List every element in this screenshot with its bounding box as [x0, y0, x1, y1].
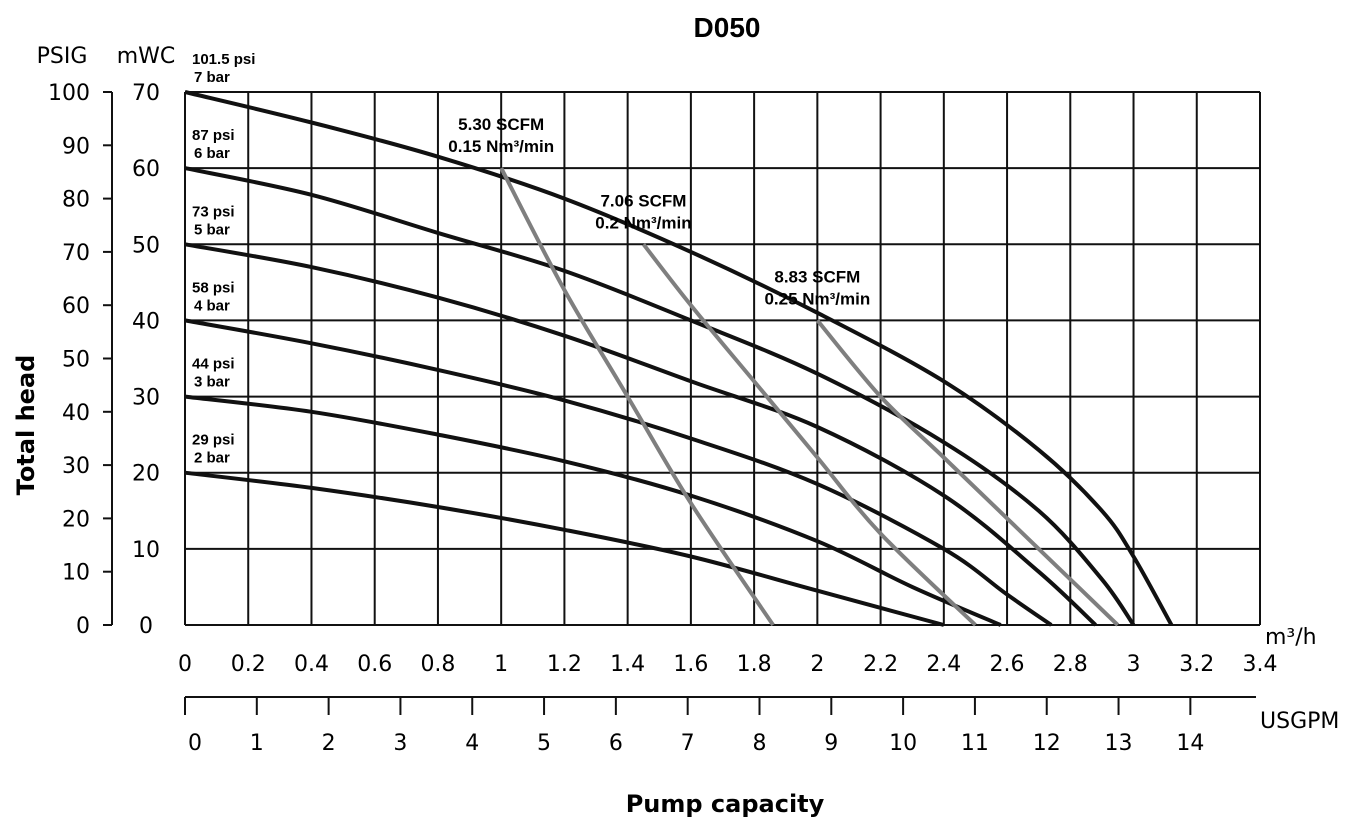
y-tick-label-psig: 100 — [48, 81, 90, 106]
x-tick-label-m3h: 1.4 — [610, 652, 645, 677]
y-tick-label-mwc: 0 — [139, 614, 153, 639]
x-tick-label-usgpm: 12 — [1033, 731, 1061, 756]
y-tick-label-mwc: 20 — [132, 462, 160, 487]
x-tick-label-usgpm: 13 — [1105, 731, 1133, 756]
x-unit-m3h: m³/h — [1265, 625, 1317, 650]
x-unit-usgpm: USGPM — [1260, 709, 1339, 734]
air-curve-label: 8.83 SCFM — [774, 267, 860, 286]
y-axis-title: Total head — [12, 355, 40, 496]
air-curve-line — [641, 243, 977, 627]
pressure-curve-line — [184, 394, 1002, 627]
x-tick-label-usgpm: 6 — [609, 731, 623, 756]
pressure-curve-label-bar: 7 bar — [194, 69, 230, 86]
pressure-curve-label: 58 psi — [192, 279, 235, 296]
pressure-curve-line — [184, 90, 1174, 626]
pressure-curve-label-bar: 3 bar — [194, 374, 230, 391]
air-curve-label-metric: 0.25 Nm³/min — [764, 289, 870, 308]
x-tick-label-m3h: 2.8 — [1053, 652, 1088, 677]
x-tick-label-usgpm: 10 — [889, 731, 917, 756]
tick-labels: 0 0.2 0.4 0.6 0.8 1 1.2 1.4 1.6 1.8 2 2.2 2.4 2.6 2.8 3… — [48, 81, 1278, 756]
pressure-curve-label: 73 psi — [192, 203, 235, 220]
x-tick-label-m3h: 2 — [810, 652, 824, 677]
x-tick-label-usgpm: 0 — [188, 731, 202, 756]
pressure-curve-label: 101.5 psi — [192, 51, 255, 68]
x-tick-label-m3h: 3.4 — [1243, 652, 1278, 677]
air-curve-line — [499, 167, 775, 627]
pressure-curve-label: 44 psi — [192, 356, 235, 373]
x-tick-label-m3h: 2.2 — [863, 652, 898, 677]
grid — [184, 91, 1261, 626]
x-axis-title: Pump capacity — [626, 790, 825, 818]
x-tick-label-m3h: 0.4 — [294, 652, 329, 677]
x-tick-label-m3h: 3.2 — [1179, 652, 1214, 677]
pressure-curves — [184, 90, 1174, 627]
x-tick-label-usgpm: 2 — [322, 731, 336, 756]
y-tick-label-mwc: 40 — [132, 309, 160, 334]
y-tick-label-psig: 30 — [62, 454, 90, 479]
x-tick-label-m3h: 1.6 — [673, 652, 708, 677]
air-curve-label: 5.30 SCFM — [458, 115, 544, 134]
y-tick-label-mwc: 10 — [132, 538, 160, 563]
y-tick-label-mwc: 60 — [132, 157, 160, 182]
x-tick-label-usgpm: 1 — [250, 731, 264, 756]
x-tick-label-usgpm: 8 — [752, 731, 766, 756]
x-tick-label-usgpm: 7 — [681, 731, 695, 756]
x-tick-label-m3h: 0.2 — [231, 652, 266, 677]
x-tick-label-m3h: 1 — [494, 652, 508, 677]
y-tick-label-psig: 50 — [62, 348, 90, 373]
y-tick-label-psig: 70 — [62, 241, 90, 266]
air-curve-label-metric: 0.15 Nm³/min — [448, 137, 554, 156]
x-tick-label-m3h: 3 — [1127, 652, 1141, 677]
x-tick-label-usgpm: 14 — [1176, 731, 1204, 756]
y-tick-label-psig: 60 — [62, 294, 90, 319]
y-tick-label-psig: 10 — [62, 561, 90, 586]
y-tick-label-psig: 80 — [62, 188, 90, 213]
x-tick-label-m3h: 1.8 — [737, 652, 772, 677]
pressure-curve-label-bar: 2 bar — [194, 450, 230, 467]
x-tick-label-usgpm: 5 — [537, 731, 551, 756]
pressure-curve-line — [184, 166, 1136, 627]
chart-title: D050 — [694, 12, 761, 43]
air-curve-line — [815, 319, 1120, 627]
y-unit-psig: PSIG — [37, 44, 88, 69]
y-tick-label-psig: 0 — [76, 614, 90, 639]
pressure-curve-label: 87 psi — [192, 127, 235, 144]
y-tick-label-psig: 90 — [62, 134, 90, 159]
y-unit-mwc: mWC — [117, 44, 176, 69]
pressure-curve-label-bar: 5 bar — [194, 221, 230, 238]
air-curve-label-metric: 0.2 Nm³/min — [595, 213, 691, 232]
x-tick-label-usgpm: 11 — [961, 731, 989, 756]
x-tick-label-m3h: 1.2 — [547, 652, 582, 677]
y-tick-label-mwc: 50 — [132, 233, 160, 258]
y-tick-label-mwc: 70 — [132, 81, 160, 106]
y-tick-label-mwc: 30 — [132, 386, 160, 411]
x-tick-label-usgpm: 4 — [465, 731, 479, 756]
pressure-curve-line — [184, 470, 945, 627]
x-tick-label-m3h: 0.8 — [420, 652, 455, 677]
x-tick-label-m3h: 0.6 — [357, 652, 392, 677]
pressure-curve-label-bar: 4 bar — [194, 297, 230, 314]
pressure-curve-label: 29 psi — [192, 432, 235, 449]
y-tick-label-psig: 20 — [62, 507, 90, 532]
x-tick-label-m3h: 2.4 — [926, 652, 961, 677]
air-curve-label: 7.06 SCFM — [600, 191, 686, 210]
x-tick-label-m3h: 0 — [178, 652, 192, 677]
x-tick-label-m3h: 2.6 — [990, 652, 1025, 677]
y-tick-label-psig: 40 — [62, 401, 90, 426]
axes — [103, 91, 1256, 715]
air-consumption-curves — [499, 167, 1120, 627]
pressure-curve-line — [184, 318, 1053, 627]
pressure-curve-label-bar: 6 bar — [194, 145, 230, 162]
pressure-curve-line — [184, 242, 1097, 627]
x-tick-label-usgpm: 9 — [824, 731, 838, 756]
x-tick-label-usgpm: 3 — [393, 731, 407, 756]
